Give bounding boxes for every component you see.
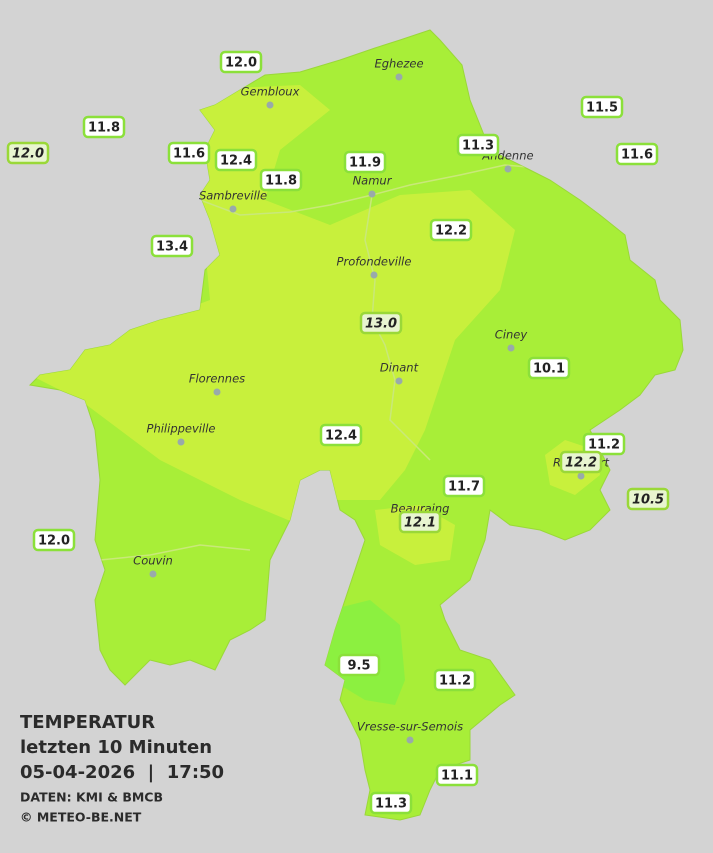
station-value: 12.1	[404, 516, 436, 531]
city-dot	[395, 377, 403, 385]
station-box	[32, 528, 76, 552]
station-box	[219, 50, 263, 74]
city-dot	[213, 388, 221, 396]
station-box	[527, 356, 571, 380]
city-dot	[266, 101, 274, 109]
city-dot	[229, 205, 237, 213]
station-value: 12.4	[325, 429, 357, 444]
station-box	[6, 141, 50, 165]
station-value: 12.0	[225, 56, 257, 71]
city-dot	[504, 165, 512, 173]
city-dot	[577, 472, 585, 480]
station-value: 9.5	[347, 659, 370, 674]
station-value: 10.1	[533, 362, 565, 377]
city-dot	[368, 190, 376, 198]
city-label: Eghezee	[374, 57, 423, 71]
city-label: Florennes	[189, 372, 245, 386]
station-value: 11.3	[462, 139, 494, 154]
station-box	[369, 791, 413, 815]
station-value: 13.0	[365, 317, 397, 332]
legend-title: TEMPERATUR	[20, 712, 155, 733]
station-box	[626, 487, 670, 511]
station-box	[442, 474, 486, 498]
station-value: 11.1	[441, 769, 473, 784]
city-dot	[395, 73, 403, 81]
station-box	[150, 234, 194, 258]
legend-source: DATEN: KMI & BMCB	[20, 790, 163, 805]
station-value: 11.2	[588, 438, 620, 453]
station-value: 12.0	[12, 147, 44, 162]
city-dot	[507, 344, 515, 352]
city-label: Namur	[353, 174, 393, 188]
station-value: 10.5	[632, 493, 664, 508]
city-dot	[177, 438, 185, 446]
station-box	[82, 115, 126, 139]
station-value: 12.0	[38, 534, 70, 549]
station-box	[343, 150, 387, 174]
legend-timestamp: 05-04-2026 | 17:50	[20, 762, 224, 783]
station-box	[259, 168, 303, 192]
station-value: 13.4	[156, 240, 188, 255]
station-value: 11.8	[265, 174, 297, 189]
city-label: Dinant	[380, 361, 419, 375]
city-label: Couvin	[133, 554, 173, 568]
station-box	[319, 423, 363, 447]
station-box	[580, 95, 624, 119]
city-dot	[149, 570, 157, 578]
station-box	[435, 763, 479, 787]
city-dot	[370, 271, 378, 279]
city-label: Philippeville	[147, 422, 216, 436]
station-box	[433, 668, 477, 692]
station-box	[214, 148, 258, 172]
station-box	[559, 450, 603, 474]
station-value: 12.4	[220, 154, 252, 169]
station-box	[615, 142, 659, 166]
station-value: 11.6	[173, 147, 205, 162]
station-value: 11.6	[621, 148, 653, 163]
station-box	[359, 311, 403, 335]
city-label: Gembloux	[241, 85, 300, 99]
station-box	[398, 510, 442, 534]
station-value: 11.5	[586, 101, 618, 116]
station-box	[456, 133, 500, 157]
legend-subtitle: letzten 10 Minuten	[20, 737, 212, 758]
station-value: 11.2	[439, 674, 471, 689]
station-value: 11.7	[448, 480, 480, 495]
station-value: 11.9	[349, 156, 381, 171]
city-label: Sambreville	[199, 189, 267, 203]
legend-copyright: © METEO-BE.NET	[20, 810, 142, 825]
station-value: 11.8	[88, 121, 120, 136]
station-value: 12.2	[435, 224, 467, 239]
station-value: 11.3	[375, 797, 407, 812]
city-dot	[406, 736, 414, 744]
legend: TEMPERATUR letzten 10 Minuten 05-04-2026…	[20, 712, 224, 825]
city-label: Ciney	[495, 328, 528, 342]
station-box	[337, 653, 381, 677]
city-label: Profondeville	[337, 255, 412, 269]
station-box	[167, 141, 211, 165]
station-box	[582, 432, 626, 456]
station-value: 12.2	[565, 456, 597, 471]
station-box	[429, 218, 473, 242]
city-label: Vresse-sur-Semois	[357, 720, 463, 734]
